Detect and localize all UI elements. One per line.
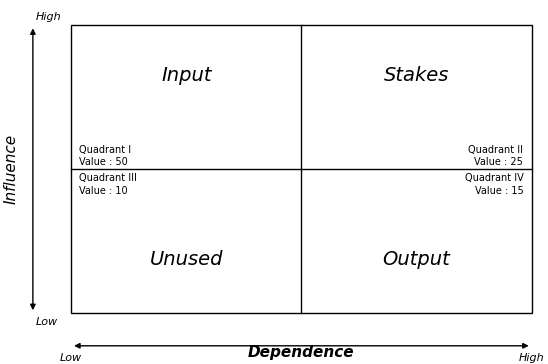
Text: Influence: Influence: [3, 134, 19, 204]
Text: Quadrant II: Quadrant II: [469, 145, 523, 155]
Text: Input: Input: [161, 66, 212, 85]
Text: Value : 25: Value : 25: [475, 158, 523, 167]
Text: Quadrant I: Quadrant I: [79, 145, 132, 155]
Text: Low: Low: [60, 353, 82, 363]
Text: Stakes: Stakes: [384, 66, 449, 85]
Text: Dependence: Dependence: [248, 345, 355, 360]
Bar: [71, 25, 532, 313]
Text: Unused: Unused: [150, 250, 223, 269]
Text: Value : 50: Value : 50: [79, 158, 128, 167]
Text: Value : 15: Value : 15: [475, 186, 523, 195]
Text: High: High: [519, 353, 544, 363]
Text: Quadrant IV: Quadrant IV: [465, 173, 523, 183]
Text: Output: Output: [383, 250, 450, 269]
Text: Value : 10: Value : 10: [79, 186, 128, 195]
Text: Low: Low: [36, 317, 58, 327]
Text: Quadrant III: Quadrant III: [79, 173, 138, 183]
Text: High: High: [36, 12, 61, 22]
